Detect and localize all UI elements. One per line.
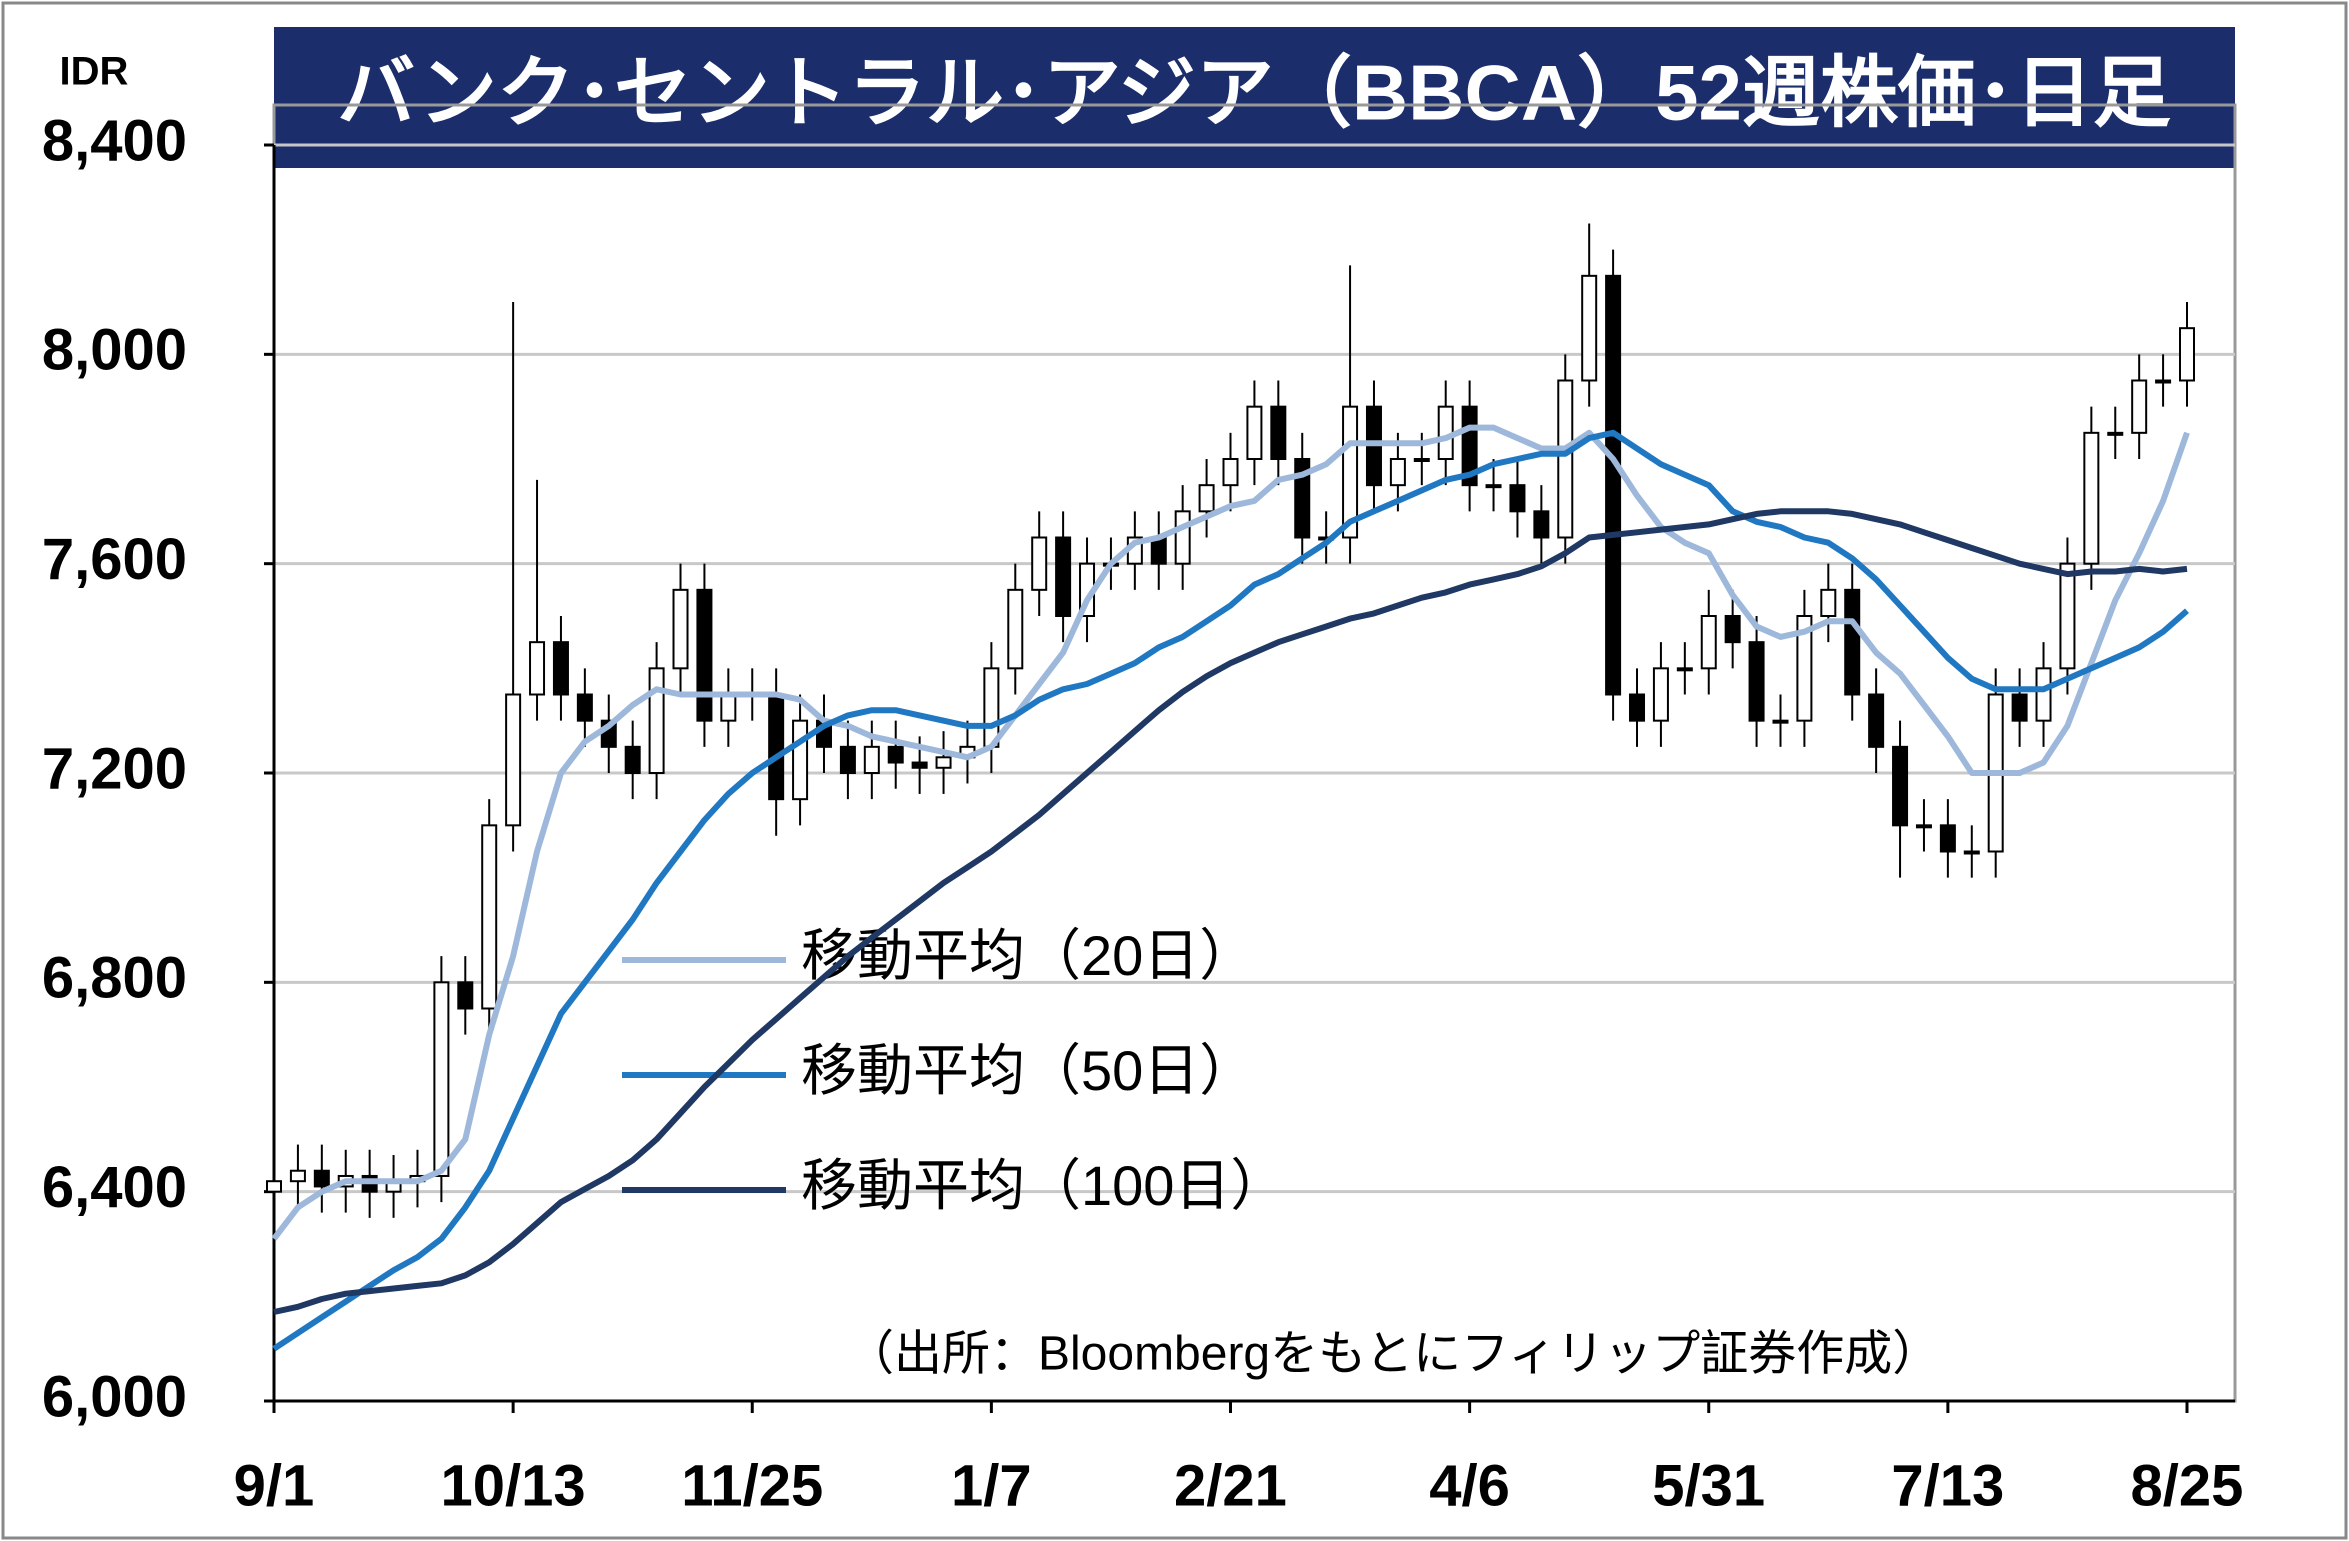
x-tick-label: 10/13	[441, 1453, 586, 1518]
candle-body	[1174, 510, 1191, 565]
candle-body	[768, 693, 785, 801]
candle-body	[1605, 274, 1622, 696]
candle-body	[2035, 667, 2052, 722]
y-tick-label: 8,000	[42, 318, 187, 383]
candle-body	[1389, 458, 1406, 487]
candle-body	[1557, 379, 1574, 539]
legend-label: 移動平均（100日）	[801, 1154, 1286, 1217]
candle-body	[457, 981, 474, 1010]
legend-label: 移動平均（50日）	[801, 1039, 1255, 1102]
x-tick-label: 11/25	[681, 1453, 823, 1518]
candle-body	[1868, 693, 1885, 748]
candle-body	[1820, 588, 1837, 617]
x-tick-label: 4/6	[1429, 1453, 1510, 1518]
y-tick-label: 7,600	[42, 527, 187, 592]
y-axis-label: IDR	[60, 50, 129, 94]
candle-body	[505, 693, 522, 827]
candle-body	[2155, 379, 2172, 384]
candle-body	[1652, 667, 1669, 722]
x-tick-label: 2/21	[1174, 1453, 1287, 1518]
candle-body	[1294, 458, 1311, 539]
y-tick-label: 6,400	[42, 1155, 187, 1220]
x-tick-label: 8/25	[2131, 1453, 2244, 1518]
candle-body	[1222, 458, 1239, 487]
legend-label: 移動平均（20日）	[801, 924, 1255, 987]
candle-body	[1509, 484, 1526, 513]
chart-title: バンク･セントラル･アジア（BBCA）52週株価･日足	[337, 49, 2171, 137]
candle-body	[983, 667, 1000, 748]
candle-body	[720, 693, 737, 722]
candle-body	[1031, 536, 1048, 591]
candle-body	[648, 667, 665, 774]
moving-average-line	[272, 429, 2189, 1352]
candle-body	[289, 1169, 306, 1183]
candle-body	[887, 745, 904, 764]
y-tick-label: 6,000	[42, 1364, 187, 1429]
candle-body	[1055, 536, 1072, 617]
y-tick-label: 6,800	[42, 946, 187, 1011]
candle-body	[1963, 850, 1980, 855]
candle-body	[696, 588, 713, 722]
candle-body	[1007, 588, 1024, 670]
x-tick-label: 1/7	[951, 1453, 1032, 1518]
candle-body	[2059, 562, 2076, 670]
candle-body	[2083, 431, 2100, 565]
candle-body	[672, 588, 689, 670]
candle-body	[792, 719, 809, 801]
moving-average-line	[271, 424, 2190, 1241]
candle-body	[433, 981, 450, 1177]
x-tick-label: 9/1	[234, 1453, 315, 1518]
candle-body	[911, 761, 928, 769]
candle-body	[481, 824, 498, 1010]
candle-body	[839, 745, 856, 774]
candle-body	[1915, 824, 1932, 829]
candle-body	[1342, 405, 1359, 539]
candle-body	[2107, 431, 2124, 436]
candle-body	[624, 745, 641, 774]
candle-body	[1270, 405, 1287, 460]
candle-body	[552, 641, 569, 696]
candle-body	[935, 756, 952, 769]
candle-body	[1581, 274, 1598, 382]
candle-body	[1939, 824, 1956, 853]
candle-body	[2131, 379, 2148, 434]
candle-body	[313, 1169, 330, 1188]
candle-body	[1796, 615, 1813, 722]
candle-body	[1892, 745, 1909, 827]
x-tick-label: 7/13	[1891, 1453, 2004, 1518]
candle-body	[2011, 693, 2028, 722]
candle-body	[1676, 667, 1693, 672]
candle-body	[1533, 510, 1550, 539]
y-tick-label: 8,400	[42, 108, 187, 173]
source-note: （出所：Bloombergをもとにフィリップ証券作成）	[846, 1328, 1940, 1381]
candle-body	[1246, 405, 1263, 460]
candle-body	[1700, 615, 1717, 670]
candle-body	[576, 693, 593, 722]
y-tick-label: 7,200	[42, 736, 187, 801]
candle-body	[1844, 588, 1861, 696]
candle-body	[1198, 484, 1215, 513]
x-tick-label: 5/31	[1652, 1453, 1765, 1518]
candle-body	[1485, 484, 1502, 489]
candle-body	[266, 1180, 282, 1193]
candle-body	[1772, 719, 1789, 724]
candle-body	[1748, 641, 1765, 722]
candle-body	[1724, 615, 1741, 644]
candle-body	[1413, 458, 1430, 462]
candle-body	[2179, 327, 2195, 382]
moving-average-line	[273, 508, 2188, 1315]
candle-body	[529, 641, 546, 696]
candle-body	[1629, 693, 1646, 722]
candle-body	[863, 745, 880, 774]
